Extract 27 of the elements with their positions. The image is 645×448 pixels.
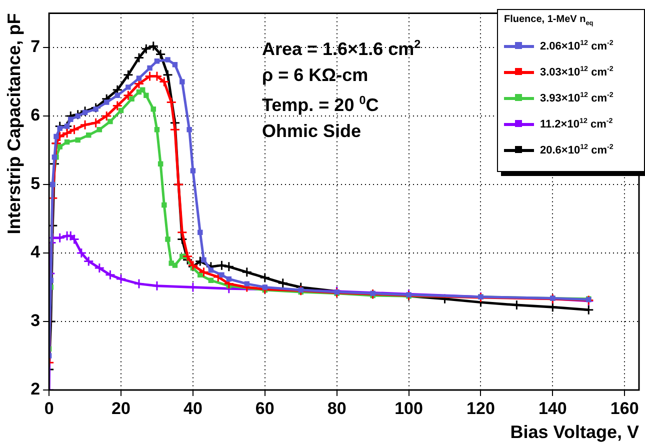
y-tick-label: 2 — [30, 380, 40, 399]
x-tick-label: 80 — [327, 398, 346, 418]
legend-label: 20.6×10$^{12}$ cm$^{-2}$ — [540, 143, 614, 157]
y-tick-label: 6 — [30, 106, 40, 125]
annotation: Area = 1.6×1.6 cm$^{2}$ — [262, 37, 421, 61]
annotation: ρ = 6 KΩ-cm — [262, 64, 370, 87]
x-tick-label: 100 — [394, 398, 423, 418]
x-tick-label: 0 — [44, 398, 54, 418]
x-tick-label: 140 — [538, 398, 567, 418]
legend-label: 3.93×10$^{12}$ cm$^{-2}$ — [540, 91, 614, 105]
legend-label: 11.2×10$^{12}$ cm$^{-2}$ — [540, 117, 613, 131]
y-tick-label: 5 — [30, 174, 40, 194]
x-tick-label: 120 — [466, 398, 495, 418]
x-tick-label: 20 — [112, 398, 130, 418]
y-axis-title: Interstrip Capacitance, pF — [4, 13, 24, 234]
legend-label: 2.06×10$^{12}$ cm$^{-2}$ — [540, 39, 614, 53]
x-tick-label: 60 — [255, 398, 274, 418]
x-tick-label: 40 — [183, 398, 202, 418]
y-tick-label: 3 — [30, 311, 40, 330]
legend-title: Fluence, 1-MeV n$_{eq}$ — [504, 14, 594, 27]
x-tick-label: 160 — [610, 398, 639, 418]
x-axis-title: Bias Voltage, V — [510, 422, 639, 442]
y-tick-label: 7 — [30, 37, 40, 56]
annotation: Ohmic Side — [262, 120, 362, 143]
y-tick-label: 4 — [30, 242, 41, 262]
annotation: Temp. = 20 $^{0}$C — [262, 93, 380, 117]
legend-label: 3.03×10$^{12}$ cm$^{-2}$ — [540, 65, 614, 79]
